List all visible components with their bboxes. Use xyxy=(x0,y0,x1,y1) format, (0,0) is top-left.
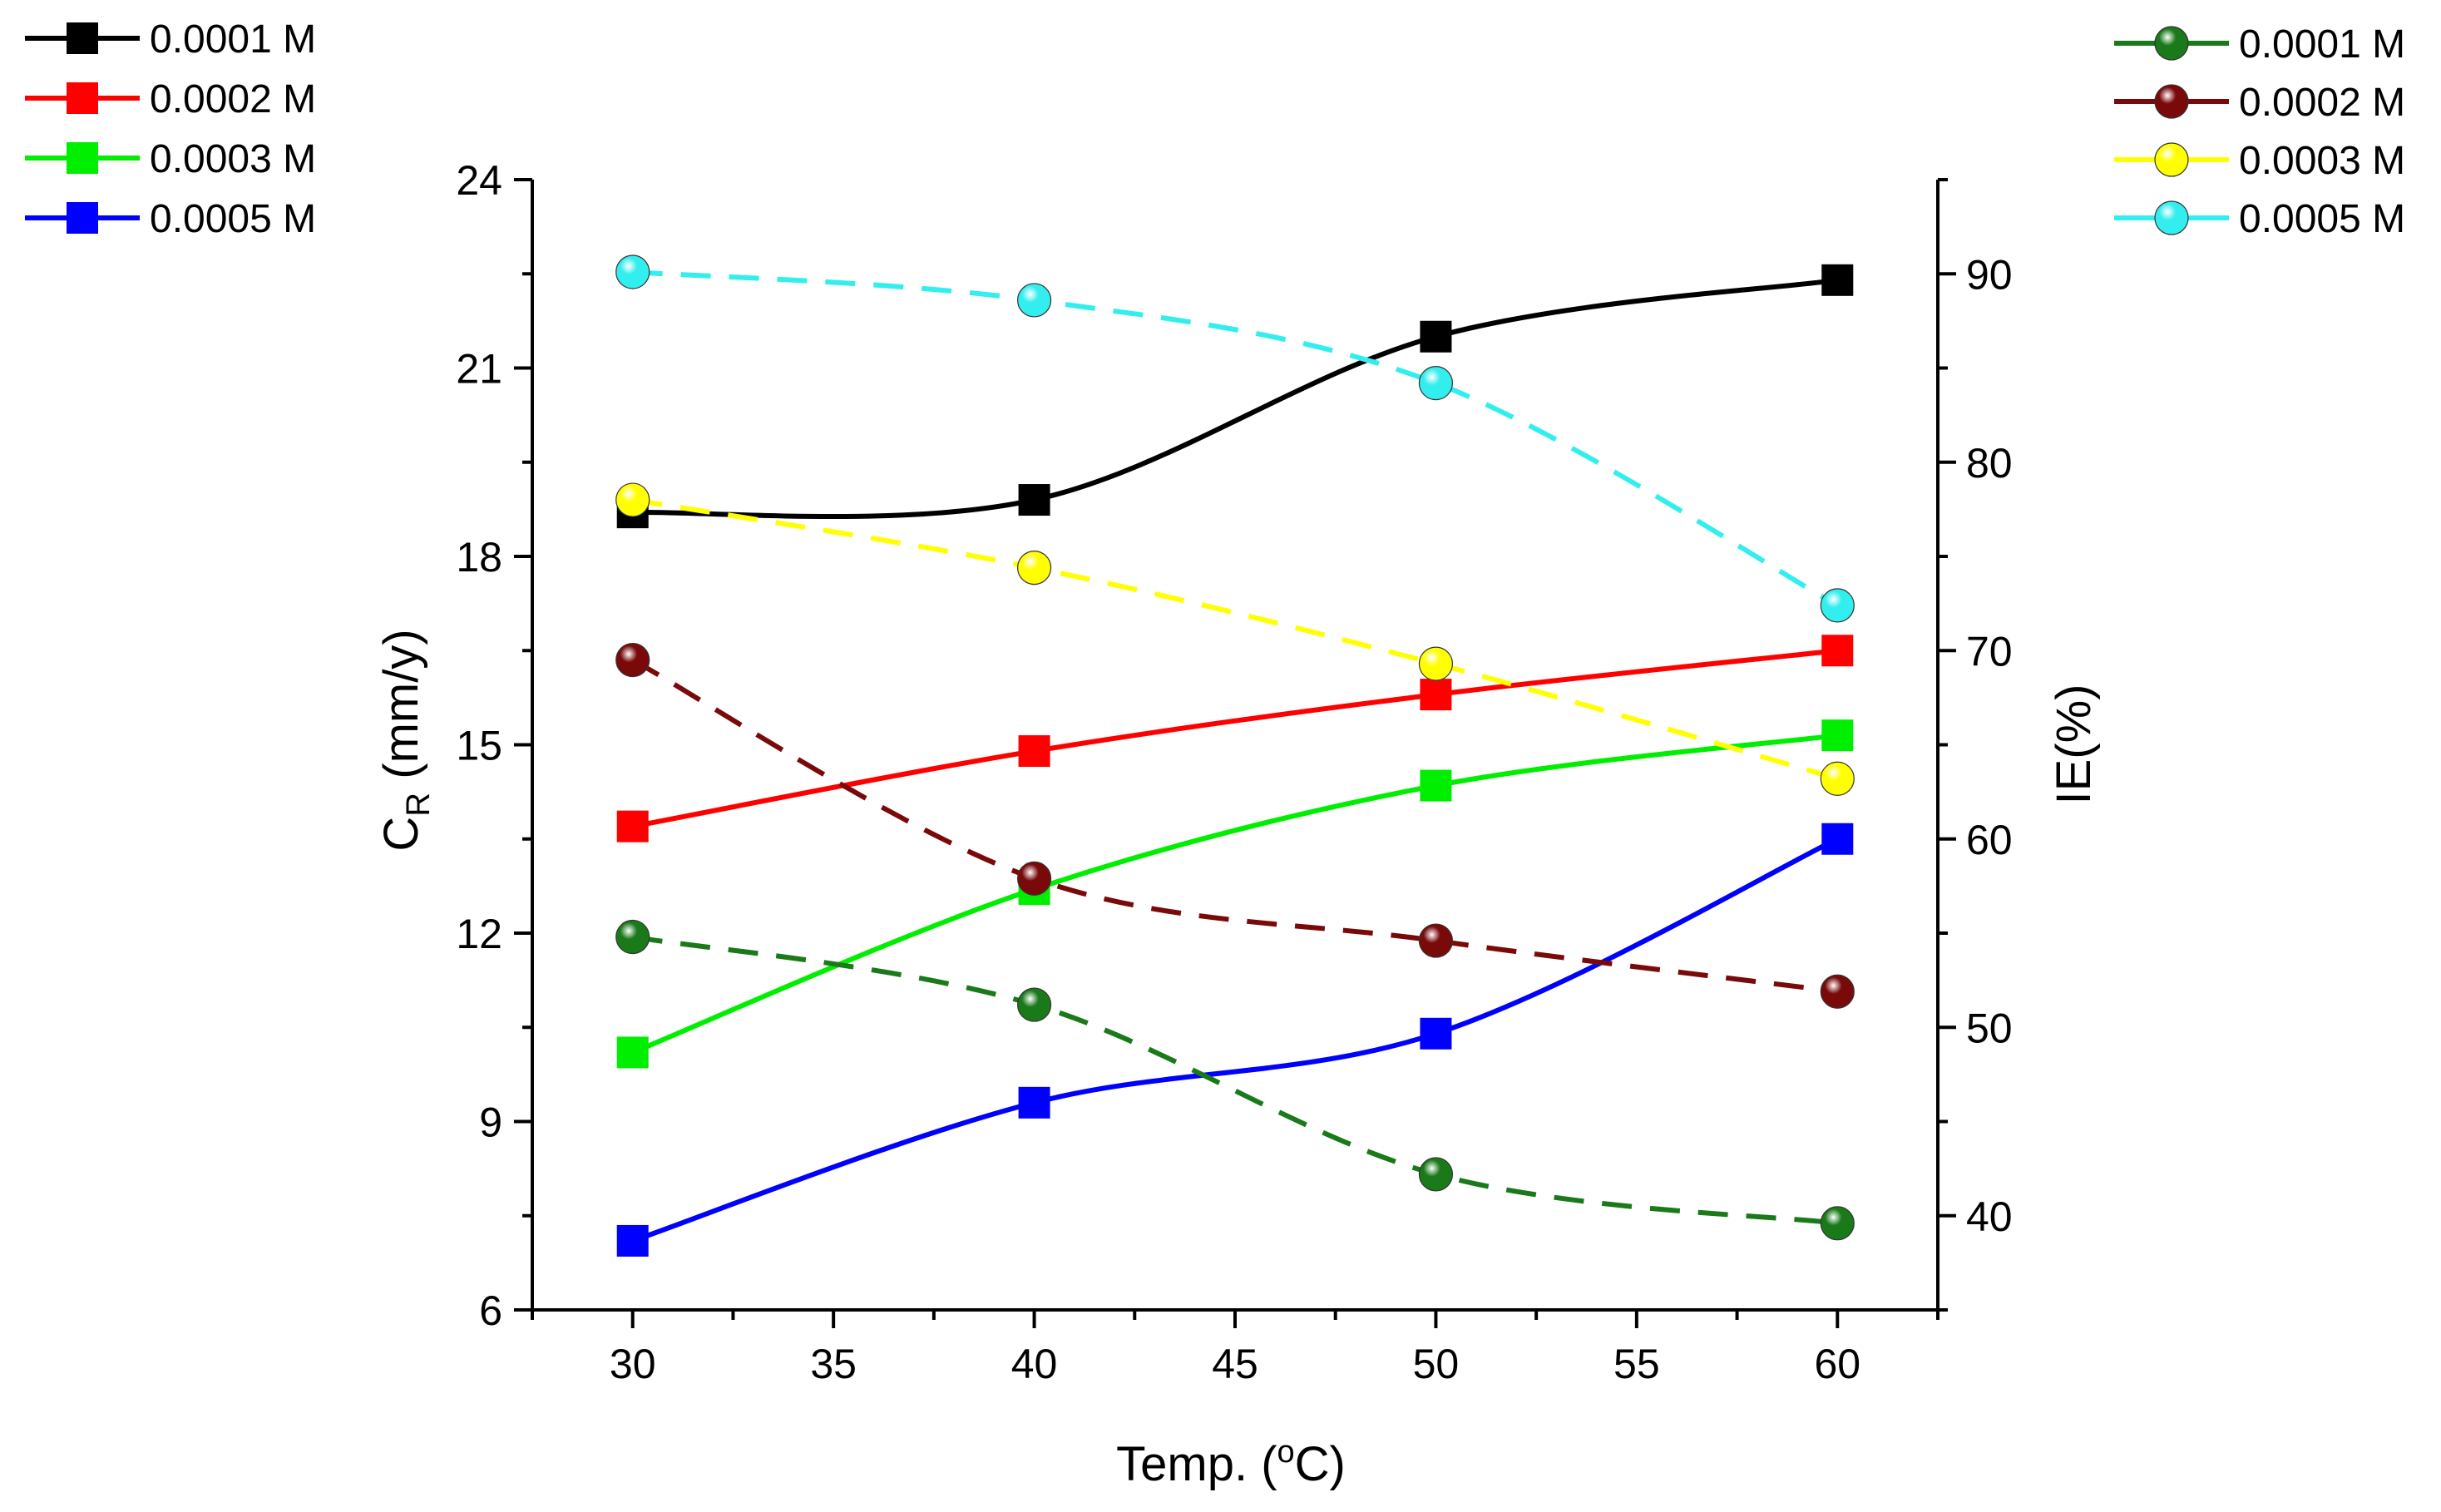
ie-point-0-0001-m xyxy=(1016,987,1052,1022)
legend-right-label: 0.0002 M xyxy=(2239,81,2405,125)
cr-point-0-0002-m xyxy=(616,810,649,842)
x-tick-label: 50 xyxy=(1413,1341,1460,1387)
x-tick-label: 45 xyxy=(1212,1341,1258,1387)
cr-line-0-0003-m xyxy=(631,733,1838,1055)
legend-left-marker xyxy=(67,22,98,54)
cr-point-0-0003-m xyxy=(1420,769,1452,802)
legend-left-label: 0.0003 M xyxy=(150,137,316,181)
x-axis-title-tail: C) xyxy=(1295,1437,1346,1491)
y-right-tick-label: 60 xyxy=(1966,817,2013,863)
x-tick-label: 35 xyxy=(810,1341,857,1387)
ie-point-0-0003-m xyxy=(615,482,650,517)
ie-line-0-0001-m xyxy=(632,934,1838,1226)
cr-point-0-0001-m xyxy=(1821,264,1854,296)
legend-left-label: 0.0001 M xyxy=(150,17,316,62)
legend-right-marker xyxy=(2154,84,2189,119)
cr-point-0-0003-m xyxy=(616,1036,649,1069)
y-right-tick-label: 40 xyxy=(1966,1193,2013,1240)
y-left-axis-title-tail: (mm/y) xyxy=(374,629,428,793)
y-right-tick-label: 80 xyxy=(1966,440,2013,487)
cr-point-0-0005-m xyxy=(1821,823,1854,855)
y-left-tick-label: 9 xyxy=(479,1099,502,1146)
y-left-axis-title: CR (mm/y) xyxy=(374,629,437,851)
cr-point-0-0002-m xyxy=(1018,735,1050,768)
ie-line-0-0005-m xyxy=(632,269,1839,608)
x-axis-title-main: Temp. ( xyxy=(1116,1437,1277,1491)
cr-point-0-0001-m xyxy=(1420,320,1452,353)
axis-ticks: 30 35 40 45 50 55 60 6 9 12 15 18 21 24 40 50 60 70 80 90 xyxy=(456,157,2012,1387)
y-right-axis-title: IE(%) xyxy=(2047,684,2101,805)
x-tick-label: 55 xyxy=(1613,1341,1660,1387)
y-left-tick-label: 24 xyxy=(456,157,502,204)
ie-point-0-0003-m xyxy=(1820,761,1855,796)
legend-right-marker xyxy=(2154,142,2189,177)
series-right-group xyxy=(615,254,1855,1241)
x-axis-title: Temp. (oC) xyxy=(1116,1435,1346,1491)
cr-point-0-0002-m xyxy=(1420,679,1452,711)
cr-line-0-0002-m xyxy=(632,648,1838,829)
cr-line-0-0005-m xyxy=(631,837,1839,1243)
y-left-axis-title-sub: R xyxy=(400,793,437,817)
cr-point-0-0005-m xyxy=(1018,1086,1050,1119)
ie-point-0-0001-m xyxy=(615,919,650,955)
ie-point-0-0001-m xyxy=(1820,1206,1855,1241)
y-left-tick-label: 15 xyxy=(456,723,502,769)
ie-point-0-0005-m xyxy=(615,254,650,289)
ie-line-0-0003-m xyxy=(632,497,1839,782)
y-left-tick-label: 6 xyxy=(479,1287,502,1334)
ie-point-0-0002-m xyxy=(615,642,650,678)
x-tick-label: 60 xyxy=(1814,1341,1860,1387)
cr-point-0-0005-m xyxy=(616,1224,649,1257)
cr-point-0-0001-m xyxy=(1018,484,1050,516)
ie-point-0-0001-m xyxy=(1418,1157,1454,1192)
y-left-tick-label: 18 xyxy=(456,534,502,581)
ie-point-0-0005-m xyxy=(1820,588,1855,623)
legend-right-marker xyxy=(2154,26,2189,61)
x-tick-label: 30 xyxy=(610,1341,656,1387)
y-left-axis-title-main: C xyxy=(374,817,428,852)
x-axis-title-sup: o xyxy=(1277,1435,1295,1470)
legend-left-marker xyxy=(67,142,98,174)
ie-line-0-0002-m xyxy=(631,657,1838,995)
ie-point-0-0005-m xyxy=(1016,283,1052,318)
ie-point-0-0003-m xyxy=(1016,550,1052,586)
legend-right: 0.0001 M 0.0002 M 0.0003 M 0.0005 M xyxy=(2114,22,2405,241)
y-right-tick-label: 70 xyxy=(1966,628,2013,674)
legend-right-label: 0.0001 M xyxy=(2239,22,2405,67)
legend-left-marker xyxy=(67,202,98,234)
y-left-tick-label: 21 xyxy=(456,346,502,393)
legend-left-marker xyxy=(67,82,98,114)
legend-left-label: 0.0002 M xyxy=(150,77,316,121)
ie-point-0-0002-m xyxy=(1418,923,1454,958)
y-right-tick-label: 90 xyxy=(1966,251,2013,298)
legend-left-label: 0.0005 M xyxy=(150,197,316,241)
x-tick-label: 40 xyxy=(1011,1341,1058,1387)
y-right-tick-label: 50 xyxy=(1966,1005,2013,1051)
ie-point-0-0005-m xyxy=(1418,366,1454,401)
cr-point-0-0005-m xyxy=(1420,1017,1452,1050)
cr-point-0-0003-m xyxy=(1821,719,1854,752)
legend-right-label: 0.0005 M xyxy=(2239,197,2405,241)
ie-point-0-0003-m xyxy=(1418,646,1454,681)
cr-point-0-0002-m xyxy=(1821,635,1854,667)
y-left-tick-label: 12 xyxy=(456,911,502,957)
ie-point-0-0002-m xyxy=(1016,861,1052,896)
cr-line-0-0001-m xyxy=(632,277,1838,520)
legend-left: 0.0001 M 0.0002 M 0.0003 M 0.0005 M xyxy=(25,17,316,241)
legend-right-label: 0.0003 M xyxy=(2239,139,2405,183)
legend-right-marker xyxy=(2154,200,2189,235)
ie-point-0-0002-m xyxy=(1820,974,1855,1009)
